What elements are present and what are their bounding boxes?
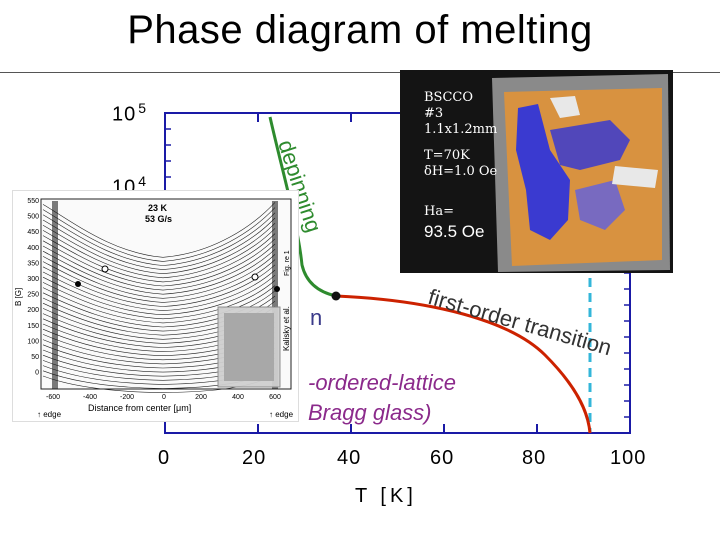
element: T=70K <box>424 148 470 163</box>
profile-curves <box>42 201 278 393</box>
profile-x-ticks: -600 -400 -200 0 200 400 600 <box>46 394 281 401</box>
profile-curve <box>42 217 276 270</box>
profile-curve <box>42 254 276 299</box>
profile-curve <box>42 228 276 279</box>
partial-label-n: n <box>310 305 323 330</box>
x-tick-20: 20 <box>242 447 267 469</box>
bragg-glass-label: Bragg glass) <box>308 400 432 425</box>
x-tick-40: 40 <box>337 447 362 469</box>
bscco-image <box>400 70 673 273</box>
x-axis-title: T [K] <box>355 485 417 507</box>
profile-curve <box>42 259 276 303</box>
profile-curve <box>42 238 276 287</box>
profile-curve <box>42 212 276 266</box>
x-tick-0: 0 <box>158 447 171 469</box>
depinning-line <box>268 116 337 298</box>
profile-curve <box>42 202 276 258</box>
profile-x-tick: -600 <box>46 394 60 401</box>
element: 4 <box>138 173 148 189</box>
element: BSCCO <box>424 90 474 105</box>
profile-rate: 53 G/s <box>145 214 172 224</box>
profile-x-tick: 600 <box>269 394 281 401</box>
profile-edge-right: ↑ edge <box>269 410 294 419</box>
profile-curve <box>42 243 276 291</box>
profile-y-tick: 300 <box>27 276 39 283</box>
profile-curve <box>42 248 276 295</box>
profile-x-tick: -200 <box>120 394 134 401</box>
profile-y-tick: 550 <box>27 198 39 205</box>
element: 5 <box>138 100 148 116</box>
profile-marker-edge <box>274 286 280 292</box>
flux-domain-white-2 <box>612 166 658 188</box>
element: 10 <box>112 103 137 126</box>
profile-curve <box>42 285 276 324</box>
bscco-labels: BSCCO #3 1.1x1.2mm T=70K δH=1.0 Oe Ha= 9… <box>424 90 497 240</box>
flux-domain-blue-2 <box>550 120 630 170</box>
profile-ylabel: B [G] <box>14 288 23 306</box>
y-tick-1e5: 10 5 <box>112 100 147 127</box>
profile-marker-right <box>251 273 259 281</box>
profile-edge-left: ↑ edge <box>37 410 62 419</box>
profile-curve <box>42 269 276 311</box>
flux-domain-white <box>550 96 580 118</box>
profile-x-tick: 0 <box>162 394 166 401</box>
profile-curve <box>42 280 276 320</box>
profile-y-tick: 50 <box>31 354 39 361</box>
profile-marker-mid <box>101 265 109 273</box>
profile-curve <box>42 264 276 307</box>
element: 93.5 Oe <box>424 222 485 241</box>
profile-y-tick: 0 <box>35 370 39 377</box>
element: Ha= <box>424 204 454 219</box>
x-tick-60: 60 <box>430 447 455 469</box>
profile-y-tick: 250 <box>27 292 39 299</box>
edge-spike <box>272 201 278 389</box>
profile-xlabel: Distance from center [μm] <box>88 403 191 413</box>
profile-y-tick: 100 <box>27 338 39 345</box>
profile-curve <box>42 207 276 262</box>
profile-credit: Kalisky et al. <box>282 306 291 351</box>
edge-spike <box>52 201 58 389</box>
x-tick-100: 100 <box>610 447 647 469</box>
sample-image-inner <box>224 313 274 381</box>
x-tick-80: 80 <box>522 447 547 469</box>
critical-point <box>331 291 341 301</box>
profile-curve <box>42 274 276 316</box>
profile-x-tick: 200 <box>195 394 207 401</box>
profile-x-tick: -400 <box>83 394 97 401</box>
profile-y-tick: 200 <box>27 307 39 314</box>
profile-y-tick: 500 <box>27 214 39 221</box>
flux-domain-blue <box>516 104 570 240</box>
profile-y-tick: 400 <box>27 245 39 252</box>
flux-domain-blue-3 <box>575 180 625 230</box>
profile-figure-inset: 550 500 450 400 350 300 250 200 150 100 50 0 -600 -4… <box>12 190 299 422</box>
slide-title: Phase diagram of melting <box>127 8 593 52</box>
ordered-lattice-label: -ordered-lattice <box>308 370 456 395</box>
profile-fig-label: Fig. re 1 <box>284 250 291 276</box>
profile-curve <box>42 233 276 283</box>
profile-y-tick: 350 <box>27 260 39 267</box>
title-divider <box>0 72 720 73</box>
element: #3 <box>424 106 444 121</box>
profile-x-tick: 400 <box>232 394 244 401</box>
profile-temp: 23 K <box>148 203 168 213</box>
element: 1.1x1.2mm <box>424 122 498 137</box>
profile-curve <box>42 222 276 275</box>
profile-y-tick: 450 <box>27 229 39 236</box>
profile-marker-left <box>75 281 81 287</box>
element: δH=1.0 Oe <box>424 164 498 179</box>
bscco-image-inset: BSCCO #3 1.1x1.2mm T=70K δH=1.0 Oe Ha= 9… <box>400 70 673 273</box>
first-order-line <box>335 294 592 434</box>
profile-y-tick: 150 <box>27 323 39 330</box>
